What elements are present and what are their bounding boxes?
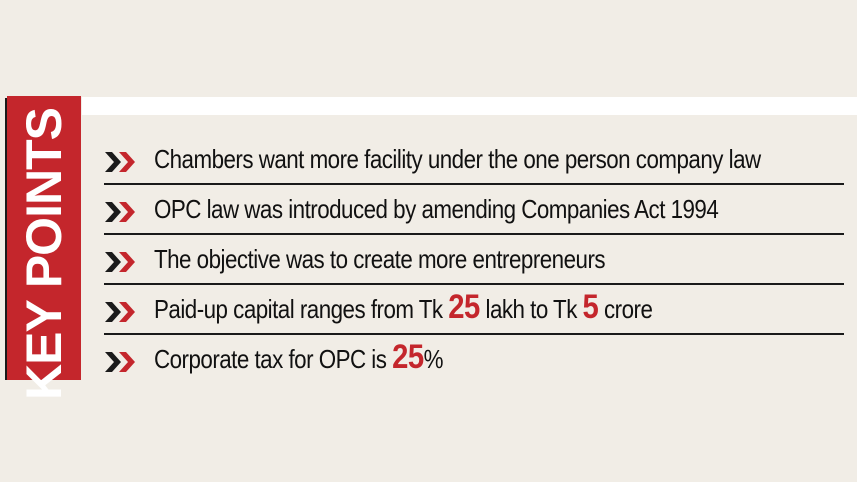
key-points-list: Chambers want more facility under the on… (104, 135, 844, 385)
double-chevron-right-icon (105, 252, 135, 272)
double-chevron-right-icon (105, 302, 135, 322)
tax-rate-value: 25 (392, 338, 424, 376)
capital-min-value: 25 (448, 288, 480, 326)
double-chevron-right-icon (105, 202, 135, 222)
point-text: Corporate tax for OPC is 25% (154, 338, 444, 376)
point-text-after: crore (598, 294, 653, 324)
key-points-tab (7, 96, 81, 380)
key-points-label: KEY POINTS (16, 108, 72, 400)
list-item: Paid-up capital ranges from Tk 25 lakh t… (104, 285, 844, 335)
double-chevron-right-icon (105, 352, 135, 372)
point-text-middle: lakh to Tk (479, 294, 583, 324)
point-text: The objective was to create more entrepr… (154, 244, 606, 274)
point-text: OPC law was introduced by amending Compa… (154, 194, 719, 224)
header-bar (82, 97, 857, 115)
list-item: Chambers want more facility under the on… (104, 135, 844, 185)
point-text: Paid-up capital ranges from Tk 25 lakh t… (154, 288, 653, 326)
list-item: The objective was to create more entrepr… (104, 235, 844, 285)
capital-max-value: 5 (582, 288, 599, 326)
list-item: OPC law was introduced by amending Compa… (104, 185, 844, 235)
list-item: Corporate tax for OPC is 25% (104, 335, 844, 385)
point-text: Chambers want more facility under the on… (154, 144, 761, 174)
tab-shadow (5, 98, 8, 380)
point-text-after: % (423, 344, 444, 374)
double-chevron-right-icon (105, 152, 135, 172)
point-text-before: Paid-up capital ranges from Tk (154, 294, 449, 324)
point-text-before: Corporate tax for OPC is (154, 344, 393, 374)
